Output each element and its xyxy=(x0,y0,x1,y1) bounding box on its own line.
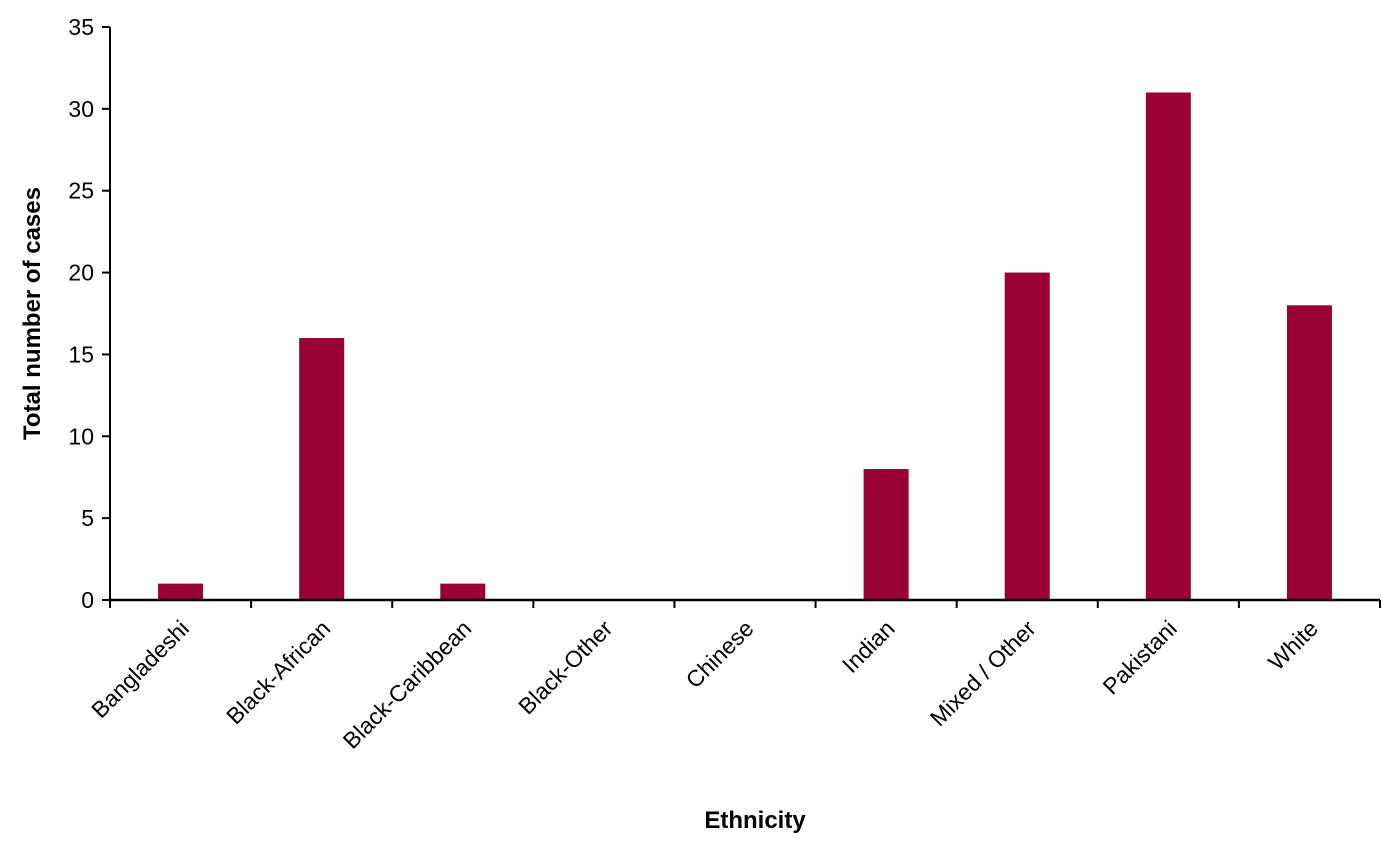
y-axis-ticks: 0 5 10 15 20 25 30 35 xyxy=(68,14,110,613)
y-tick-label: 15 xyxy=(68,341,94,367)
y-tick-label: 0 xyxy=(81,587,94,613)
y-tick-label: 5 xyxy=(81,505,94,531)
y-axis-title: Total number of cases xyxy=(19,187,46,440)
x-category-label: Black-African xyxy=(221,615,335,729)
y-tick-label: 30 xyxy=(68,96,94,122)
x-category-label: Chinese xyxy=(680,615,758,693)
x-axis-ticks: Bangladeshi Black-African Black-Caribbean B… xyxy=(86,600,1381,754)
y-tick-label: 25 xyxy=(68,178,94,204)
bar-black-african xyxy=(299,338,345,600)
bar-mixed-other xyxy=(1004,272,1050,600)
x-category-label: Mixed / Other xyxy=(925,615,1041,731)
x-category-label: Bangladeshi xyxy=(86,615,194,723)
x-category-label: Indian xyxy=(837,615,900,678)
x-category-label: White xyxy=(1263,615,1323,675)
bar-white xyxy=(1286,305,1332,600)
x-category-label: Black-Other xyxy=(513,615,617,719)
y-tick-label: 20 xyxy=(68,260,94,286)
bar-bangladeshi xyxy=(158,583,204,600)
y-tick-label: 10 xyxy=(68,423,94,449)
bars xyxy=(158,92,1332,600)
bar-pakistani xyxy=(1145,92,1191,600)
x-category-label: Pakistani xyxy=(1097,615,1181,699)
x-axis-title: Ethnicity xyxy=(704,807,806,834)
bar-indian xyxy=(863,469,909,600)
x-category-label: Black-Caribbean xyxy=(338,615,477,754)
y-tick-label: 35 xyxy=(68,14,94,40)
bar-black-caribbean xyxy=(440,583,486,600)
